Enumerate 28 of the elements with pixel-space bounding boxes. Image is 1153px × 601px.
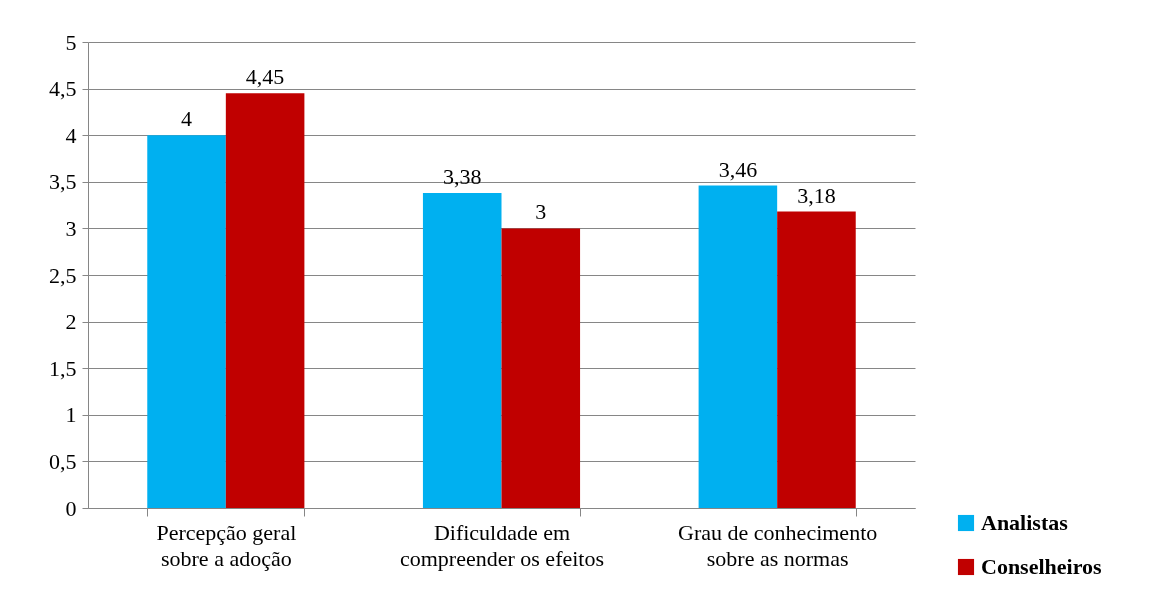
data-label: 3,46 [718, 156, 758, 182]
y-tick-label: 0,5 [49, 448, 77, 474]
bar [422, 192, 502, 508]
bar [501, 228, 581, 508]
y-tick-label: 4 [65, 122, 77, 148]
data-label: 4 [181, 106, 193, 132]
data-label: 3,18 [797, 182, 836, 208]
data-label: 3 [535, 199, 547, 225]
y-tick-label: 3 [65, 215, 77, 241]
data-label: 3,38 [442, 163, 482, 189]
y-tick-label: 0 [65, 495, 77, 521]
y-tick-label: 5 [65, 29, 77, 55]
y-tick-label: 1 [65, 402, 77, 428]
y-tick-label: 4,5 [49, 76, 77, 102]
legend-label: Conselheiros [981, 554, 1103, 579]
x-tick-label: Grau de conhecimento sobre as normas [678, 519, 878, 571]
x-tick-label: Dificuldade em compreender os efeitos [399, 519, 605, 571]
bar [147, 135, 226, 508]
y-tick-label: 3,5 [49, 169, 77, 195]
legend-label: Analistas [981, 510, 1069, 535]
y-tick-label: 2,5 [49, 262, 77, 288]
x-tick-label: Percepção geral sobre a adoção [156, 519, 297, 571]
bar [698, 185, 778, 508]
bar [777, 211, 856, 508]
y-tick-label: 2 [65, 309, 77, 335]
data-label: 4,45 [245, 64, 285, 90]
bar [225, 93, 305, 508]
y-tick-label: 1,5 [49, 355, 77, 381]
